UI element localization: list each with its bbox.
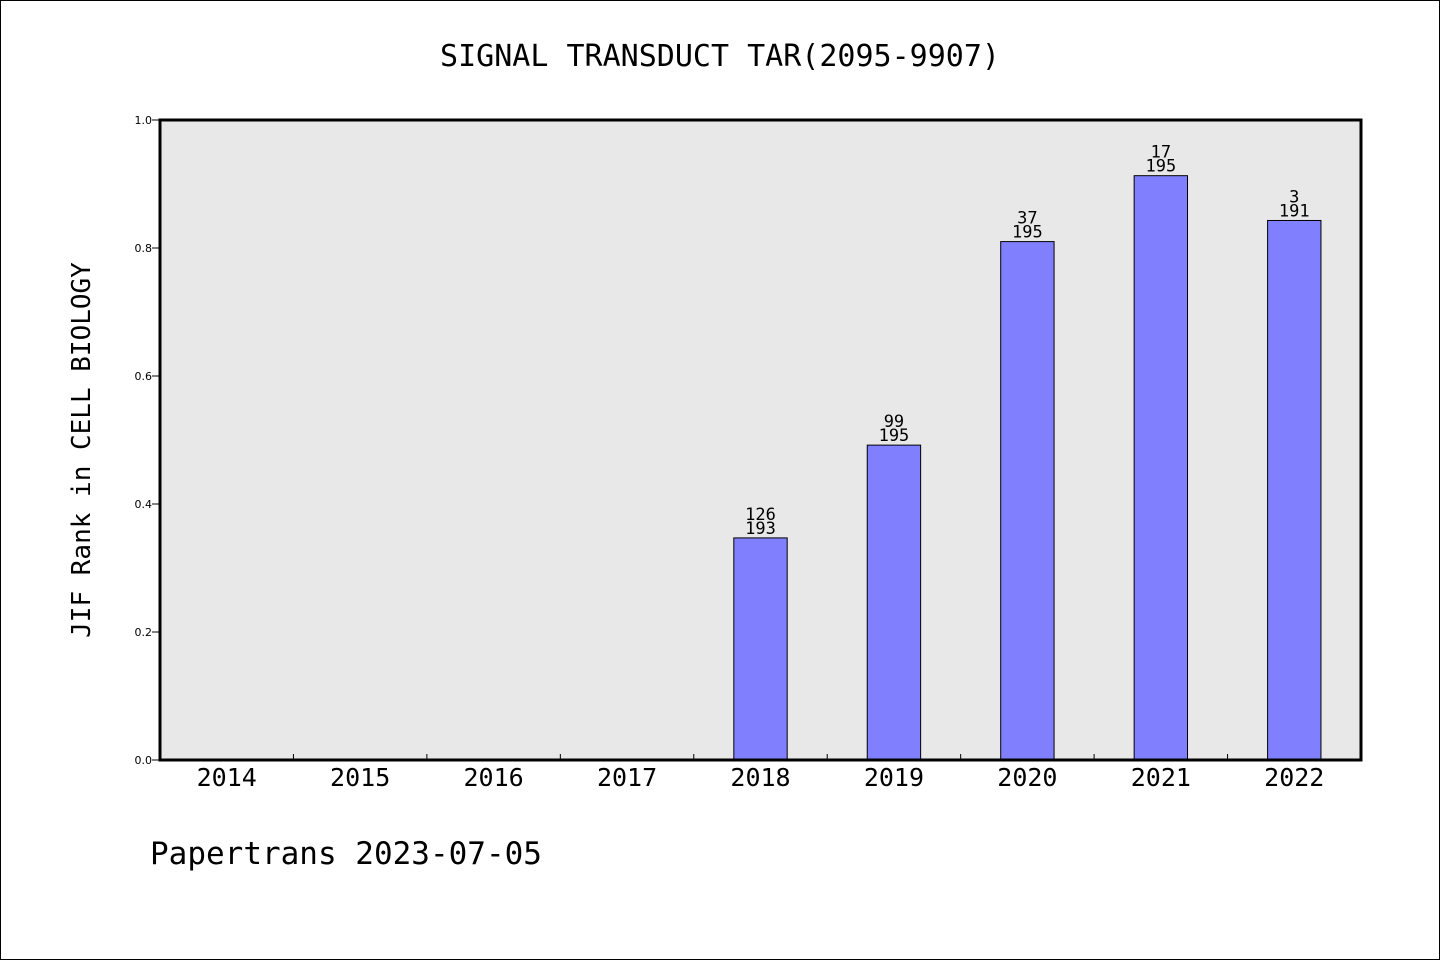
bar (1267, 219, 1322, 761)
bar-total-label: 195 (879, 426, 910, 446)
bar-rank-label: 37 (1017, 209, 1037, 229)
y-tick-label: 0.8 (135, 242, 153, 255)
x-tick-label: 2014 (197, 763, 257, 792)
bar-rank-label: 3 (1289, 187, 1299, 207)
bar-rank-label: 17 (1151, 143, 1171, 163)
x-ticks-group: 2014 2015 2016 2017 2018 2019 2020 2021 2022 (197, 754, 1324, 792)
bar-total-label: 195 (1145, 157, 1176, 177)
chart-title: SIGNAL TRANSDUCT TAR(2095-9907) (440, 39, 1000, 74)
x-tick-label: 2021 (1131, 763, 1191, 792)
y-tick-label: 0.2 (135, 626, 153, 639)
bar (1000, 241, 1055, 761)
x-tick-label: 2022 (1264, 763, 1324, 792)
x-tick-label: 2017 (597, 763, 657, 792)
bar (733, 537, 788, 761)
bar (866, 444, 922, 761)
y-tick-label: 1.0 (135, 114, 153, 127)
x-tick-label: 2016 (464, 763, 524, 792)
y-tick-label: 0.6 (135, 370, 153, 383)
x-tick-label: 2019 (864, 763, 924, 792)
bars-group (733, 175, 1322, 761)
bar-rank-label: 99 (884, 412, 904, 432)
y-axis-label: JIF Rank in CELL BIOLOGY (67, 262, 97, 638)
x-tick-label: 2018 (730, 763, 790, 792)
bar-total-label: 193 (745, 519, 776, 539)
bar-rank-label: 126 (745, 505, 776, 525)
footer-text: Papertrans 2023-07-05 (150, 836, 542, 872)
y-tick-label: 0.4 (135, 498, 153, 511)
y-ticks-group: 0.0 0.2 0.4 0.6 0.8 1.0 (135, 114, 160, 767)
bar-total-label: 195 (1012, 223, 1043, 243)
plot-border (158, 118, 1363, 762)
x-tick-label: 2020 (997, 763, 1057, 792)
bar (1133, 175, 1189, 761)
x-tick-label: 2015 (330, 763, 390, 792)
bar-total-label: 191 (1279, 201, 1310, 221)
y-tick-label: 0.0 (135, 754, 153, 767)
